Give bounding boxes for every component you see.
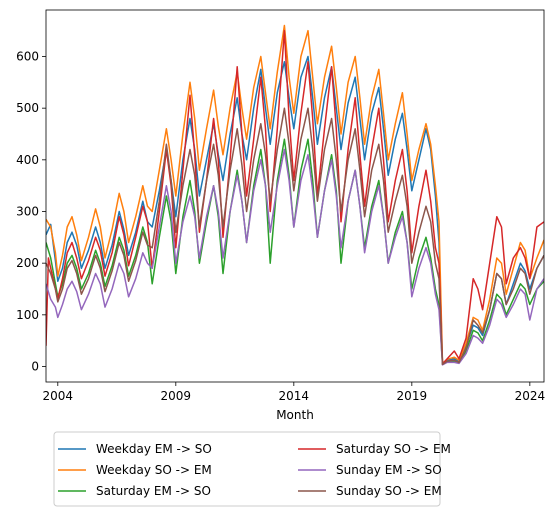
legend-label: Saturday SO -> EM — [336, 442, 451, 456]
legend: Weekday EM -> SO Weekday SO -> EM Saturday… — [53, 431, 451, 507]
legend-label: Saturday EM -> SO — [96, 484, 211, 498]
plot-frame — [45, 9, 545, 383]
y-tick-label: 300 — [16, 205, 39, 219]
legend-label: Sunday SO -> EM — [336, 484, 442, 498]
legend-frame — [53, 431, 441, 507]
legend-entry-4: Saturday SO -> EM — [298, 442, 451, 456]
x-tick-label: 2004 — [43, 389, 74, 403]
y-tick-label: 100 — [16, 308, 39, 322]
series-line-1 — [46, 55, 544, 365]
legend-label: Weekday SO -> EM — [96, 463, 212, 477]
y-tick-label: 0 — [31, 360, 39, 374]
series-line-4 — [46, 29, 544, 365]
y-tick-label: 500 — [16, 101, 39, 115]
legend-entry-6: Sunday SO -> EM — [298, 484, 442, 498]
legend-label: Sunday EM -> SO — [336, 463, 442, 477]
x-axis-label: Month — [276, 408, 314, 422]
legend-entry-1: Weekday EM -> SO — [58, 442, 212, 456]
legend-entry-5: Sunday EM -> SO — [298, 463, 442, 477]
x-tick-label: 2009 — [161, 389, 192, 403]
y-tick-label: 600 — [16, 50, 39, 64]
legend-label: Weekday EM -> SO — [96, 442, 212, 456]
y-axis: 0 100 200 300 400 500 600 — [16, 50, 46, 374]
series-line-6 — [46, 107, 544, 366]
y-tick-label: 200 — [16, 256, 39, 270]
series-layer — [46, 24, 544, 366]
series-line-5 — [46, 148, 544, 366]
y-tick-label: 400 — [16, 153, 39, 167]
legend-entry-2: Weekday SO -> EM — [58, 463, 212, 477]
x-axis: 2004 2009 2014 2019 2024 — [43, 382, 546, 403]
legend-entry-3: Saturday EM -> SO — [58, 484, 211, 498]
series-line-2 — [46, 24, 544, 365]
x-tick-label: 2019 — [397, 389, 428, 403]
x-tick-label: 2024 — [515, 389, 546, 403]
x-tick-label: 2014 — [279, 389, 310, 403]
